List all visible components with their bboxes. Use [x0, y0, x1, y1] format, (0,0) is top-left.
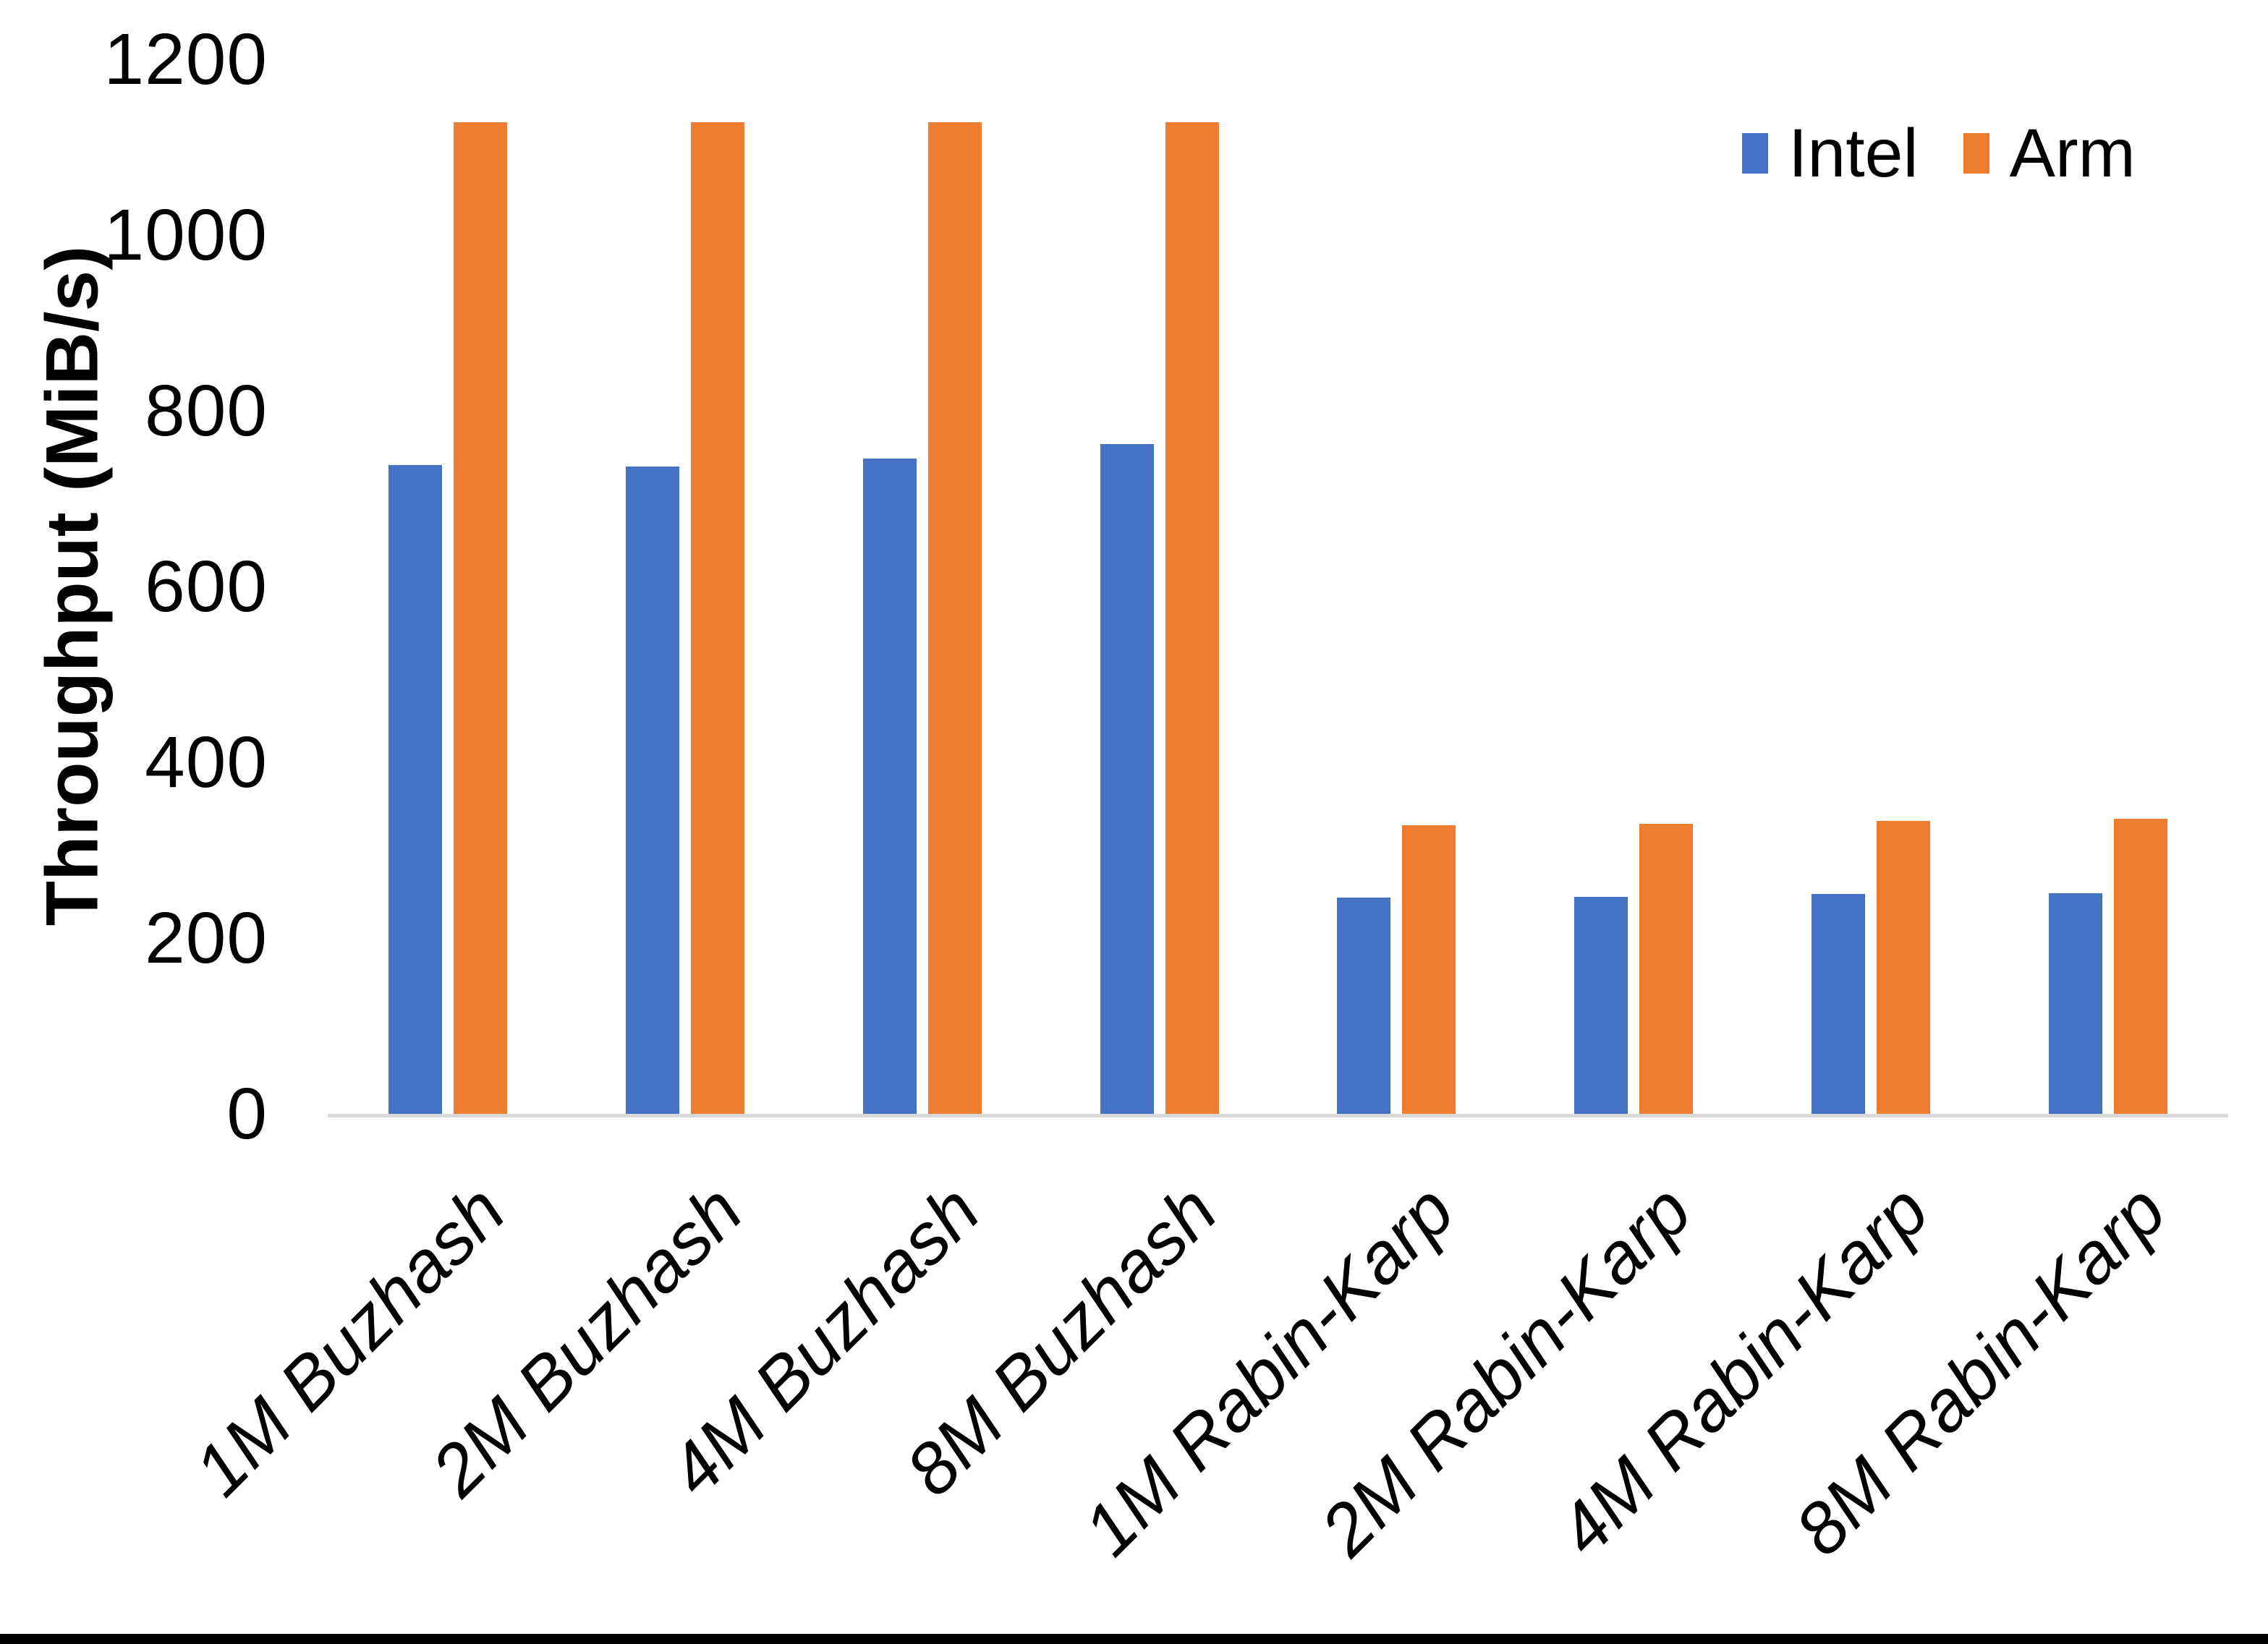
bar-arm-1m-buzhash — [453, 122, 507, 1114]
bar-intel-8m-buzhash — [1100, 444, 1154, 1114]
legend-item-intel: Intel — [1742, 117, 1919, 189]
bar-intel-1m-buzhash — [388, 465, 442, 1114]
legend-label-arm: Arm — [2009, 115, 2136, 192]
bar-arm-8m-rabin-karp — [2114, 818, 2168, 1114]
plot-area — [328, 59, 2228, 1117]
legend-item-arm: Arm — [1963, 117, 2136, 189]
bar-intel-4m-buzhash — [862, 458, 917, 1114]
legend-swatch-intel-icon — [1742, 133, 1768, 174]
y-tick-label: 600 — [145, 546, 268, 627]
legend-label-intel: Intel — [1788, 115, 1919, 192]
y-tick-label: 0 — [226, 1073, 268, 1154]
bottom-border — [0, 1634, 2268, 1644]
legend: Intel Arm — [1742, 117, 2136, 189]
bar-intel-8m-rabin-karp — [2049, 893, 2103, 1114]
x-axis-line — [328, 1114, 2228, 1117]
bar-intel-2m-buzhash — [625, 466, 679, 1114]
y-tick-label: 200 — [145, 898, 268, 979]
y-tick-label: 1000 — [103, 195, 268, 276]
y-tick-label: 400 — [145, 722, 268, 803]
legend-swatch-arm-icon — [1963, 133, 1989, 174]
bar-arm-4m-rabin-karp — [1877, 821, 1931, 1114]
y-tick-label: 800 — [145, 370, 268, 451]
bar-arm-1m-rabin-karp — [1402, 825, 1456, 1114]
bar-arm-2m-buzhash — [690, 122, 744, 1114]
bar-intel-2m-rabin-karp — [1574, 896, 1628, 1114]
bar-arm-2m-rabin-karp — [1639, 824, 1694, 1114]
bar-arm-8m-buzhash — [1165, 122, 1219, 1114]
y-tick-label: 1200 — [103, 19, 268, 100]
bar-arm-4m-buzhash — [927, 122, 982, 1114]
bar-intel-4m-rabin-karp — [1812, 894, 1866, 1114]
bar-intel-1m-rabin-karp — [1337, 898, 1391, 1114]
